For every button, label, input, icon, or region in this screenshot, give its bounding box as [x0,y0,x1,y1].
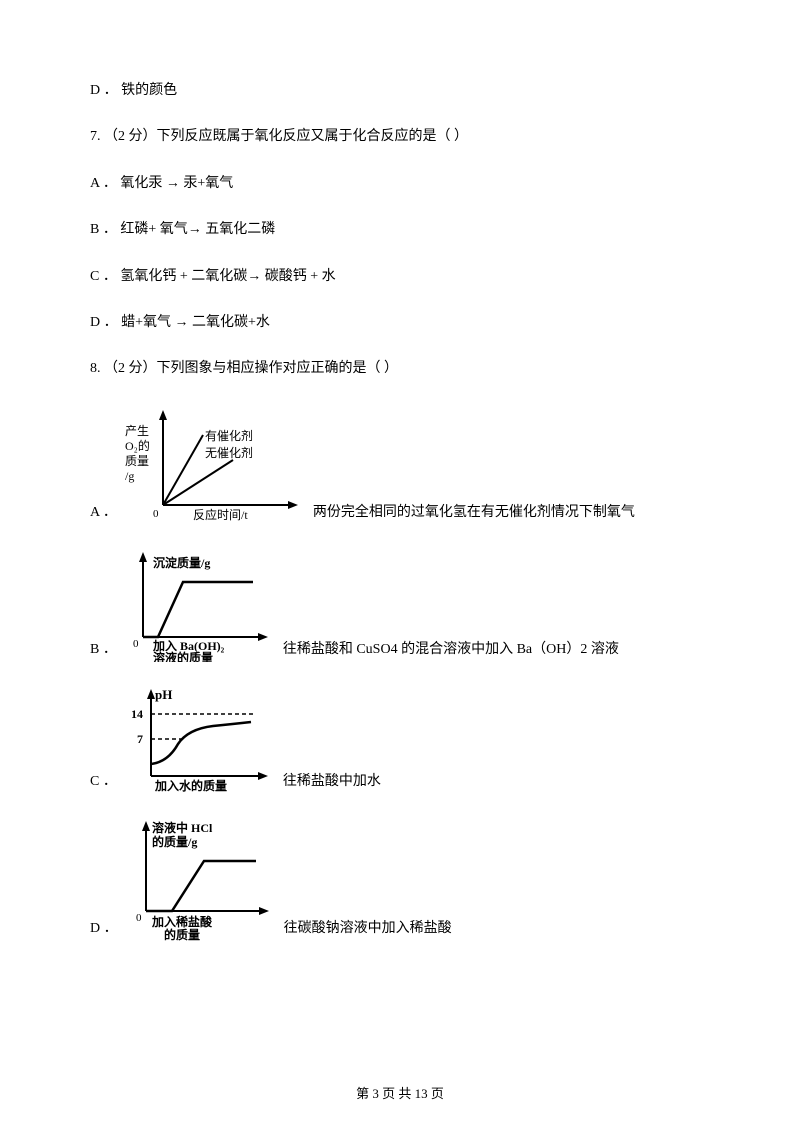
q7-option-d: D ． 蜡+氧气 → 二氧化碳+水 [90,312,710,334]
option-d-iron: D ． 铁的颜色 [90,80,710,102]
chart-a-label-catalyst: 有催化剂 [205,428,253,443]
chart-c-tick14: 14 [131,707,143,721]
chart-d-ylabel1: 溶液中 HCl [152,820,213,835]
question-8: 8. （2 分）下列图象与相应操作对应正确的是（ ） [90,358,710,380]
svg-text:0: 0 [153,508,159,520]
option-d-desc: 往碳酸钠溶液中加入稀盐酸 [284,917,452,941]
chart-b-xlabel2: 溶液的质量 [153,650,213,662]
chart-a-ylabel-4: /g [125,469,134,483]
chart-c-ylabel: pH [155,687,172,702]
option-b-desc: 往稀盐酸和 CuSO4 的混合溶液中加入 Ba（OH）2 溶液 [283,638,619,662]
chart-a-xlabel: 反应时间/t [193,507,248,522]
chart-a-ylabel-1: 产生 [125,424,149,438]
chart-c-xlabel: 加入水的质量 [154,778,227,793]
chart-d-ylabel2: 的质量/g [152,834,197,849]
chart-a-label-no-catalyst: 无催化剂 [205,445,253,460]
q7-option-b: B ． 红磷+ 氧气→ 五氧化二磷 [90,219,710,241]
option-c-prefix: C ． [90,770,117,794]
page-footer: 第 3 页 共 13 页 [0,1083,800,1102]
chart-c-tick7: 7 [137,732,143,746]
chart-a: 产生 O₂的 质量 /g 0 有催化剂 无催化剂 反应时间/t [123,405,303,525]
option-b-prefix: B ． [90,638,117,662]
option-a-prefix: A ． [90,501,117,525]
q8-option-c: C ． pH 14 7 加入水的质量 往稀盐酸中加水 [90,684,710,794]
svg-text:0: 0 [136,912,142,924]
q7-option-a: A ． 氧化汞 → 汞+氧气 [90,173,710,195]
chart-b: 0 沉淀质量/g 加入 Ba(OH)₂ 溶液的质量 [123,547,273,662]
chart-b-ylabel: 沉淀质量/g [153,555,210,570]
option-c-desc: 往稀盐酸中加水 [283,770,381,794]
q7-option-c: C ． 氢氧化钙 + 二氧化碳→ 碳酸钙 + 水 [90,266,710,288]
chart-d-xlabel2: 的质量 [164,927,200,941]
svg-text:0: 0 [133,638,139,650]
q8-option-a: A ． 产生 O₂的 质量 /g 0 有催化剂 无催化剂 反应时间/t 两份完全… [90,405,710,525]
chart-a-ylabel-3: 质量 [125,454,149,468]
chart-a-ylabel-2: O₂的 [125,438,150,453]
chart-c: pH 14 7 加入水的质量 [123,684,273,794]
chart-d: 0 溶液中 HCl 的质量/g 加入稀盐酸 的质量 [124,816,274,941]
option-d-prefix: D ． [90,917,118,941]
option-a-desc: 两份完全相同的过氧化氢在有无催化剂情况下制氧气 [313,501,635,525]
q8-option-d: D ． 0 溶液中 HCl 的质量/g 加入稀盐酸 的质量 往碳酸钠溶液中加入稀… [90,816,710,941]
chart-d-xlabel1: 加入稀盐酸 [151,914,213,929]
q8-option-b: B ． 0 沉淀质量/g 加入 Ba(OH)₂ 溶液的质量 往稀盐酸和 CuSO… [90,547,710,662]
question-7: 7. （2 分）下列反应既属于氧化反应又属于化合反应的是（ ） [90,126,710,148]
